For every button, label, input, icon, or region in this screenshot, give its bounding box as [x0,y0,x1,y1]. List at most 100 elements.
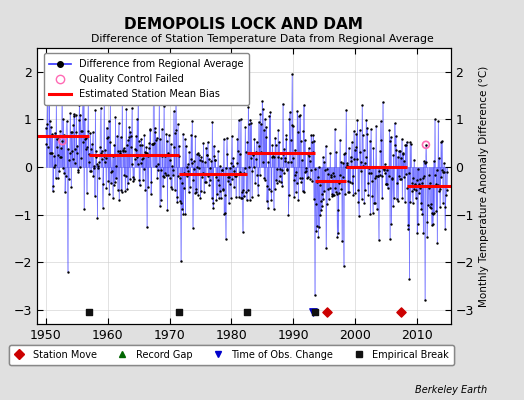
Point [131,145,139,152]
Point [282,136,290,142]
Point [134,83,143,90]
Point [342,164,350,170]
Point [363,124,372,131]
Point [77,128,85,134]
Point [236,168,244,175]
Point [58,89,66,96]
Point [293,129,302,135]
Point [413,230,421,236]
Point [236,116,245,122]
Point [91,107,100,113]
Point [142,144,150,150]
Point [288,71,296,78]
Point [406,139,414,146]
Point [129,174,137,180]
Point [222,165,231,172]
Point [97,148,106,154]
Point [229,155,237,162]
Point [211,157,220,163]
Point [372,122,380,129]
Point [213,191,222,198]
Point [253,172,261,178]
Point [121,148,129,154]
Point [161,153,170,160]
Point [362,154,370,160]
Point [73,150,81,156]
Point [195,157,204,163]
Point [116,148,124,154]
Point [324,196,333,203]
Point [156,203,164,210]
Point [158,126,166,132]
Point [174,143,183,149]
Point [281,158,290,164]
Point [277,179,286,185]
Point [417,206,425,212]
Point [162,171,170,178]
Point [330,192,338,198]
Point [197,154,205,160]
Point [216,188,225,194]
Point [85,167,94,174]
Point [326,174,335,180]
Point [257,121,265,128]
Point [339,174,347,181]
Point [227,160,235,166]
Point [194,192,202,198]
Point [254,118,263,125]
Point [66,150,74,156]
Point [337,159,346,165]
Point [410,156,418,163]
Point [209,205,217,212]
Point [152,134,161,141]
Point [334,207,342,213]
Point [314,164,323,170]
Point [373,206,381,212]
Point [377,173,386,180]
Point [284,212,292,218]
Point [91,192,99,199]
Point [278,183,287,190]
Point [320,188,329,194]
Point [427,205,435,211]
Point [149,141,157,147]
Point [312,228,321,234]
Text: Berkeley Earth: Berkeley Earth [415,385,487,395]
Point [329,192,337,198]
Point [419,174,427,181]
Point [316,212,324,218]
Point [181,211,190,217]
Point [370,200,379,206]
Point [62,132,70,139]
Point [54,152,62,158]
Point [262,124,270,130]
Point [425,204,434,210]
Point [134,161,142,168]
Point [341,150,349,156]
Point [400,174,408,181]
Point [190,158,198,164]
Point [143,224,151,230]
Point [102,185,111,191]
Point [75,102,84,108]
Point [431,172,440,179]
Point [50,129,59,136]
Point [187,132,195,138]
Point [132,147,140,154]
Point [224,178,232,184]
Point [72,112,81,118]
Point [396,148,405,154]
Point [343,161,351,168]
Point [263,183,271,189]
Point [73,142,82,149]
Point [435,155,443,162]
Point [362,117,370,123]
Point [254,192,263,198]
Point [102,155,110,162]
Point [184,168,192,174]
Point [286,158,294,165]
Point [374,237,383,243]
Point [247,120,256,126]
Point [255,143,263,150]
Point [69,155,77,162]
